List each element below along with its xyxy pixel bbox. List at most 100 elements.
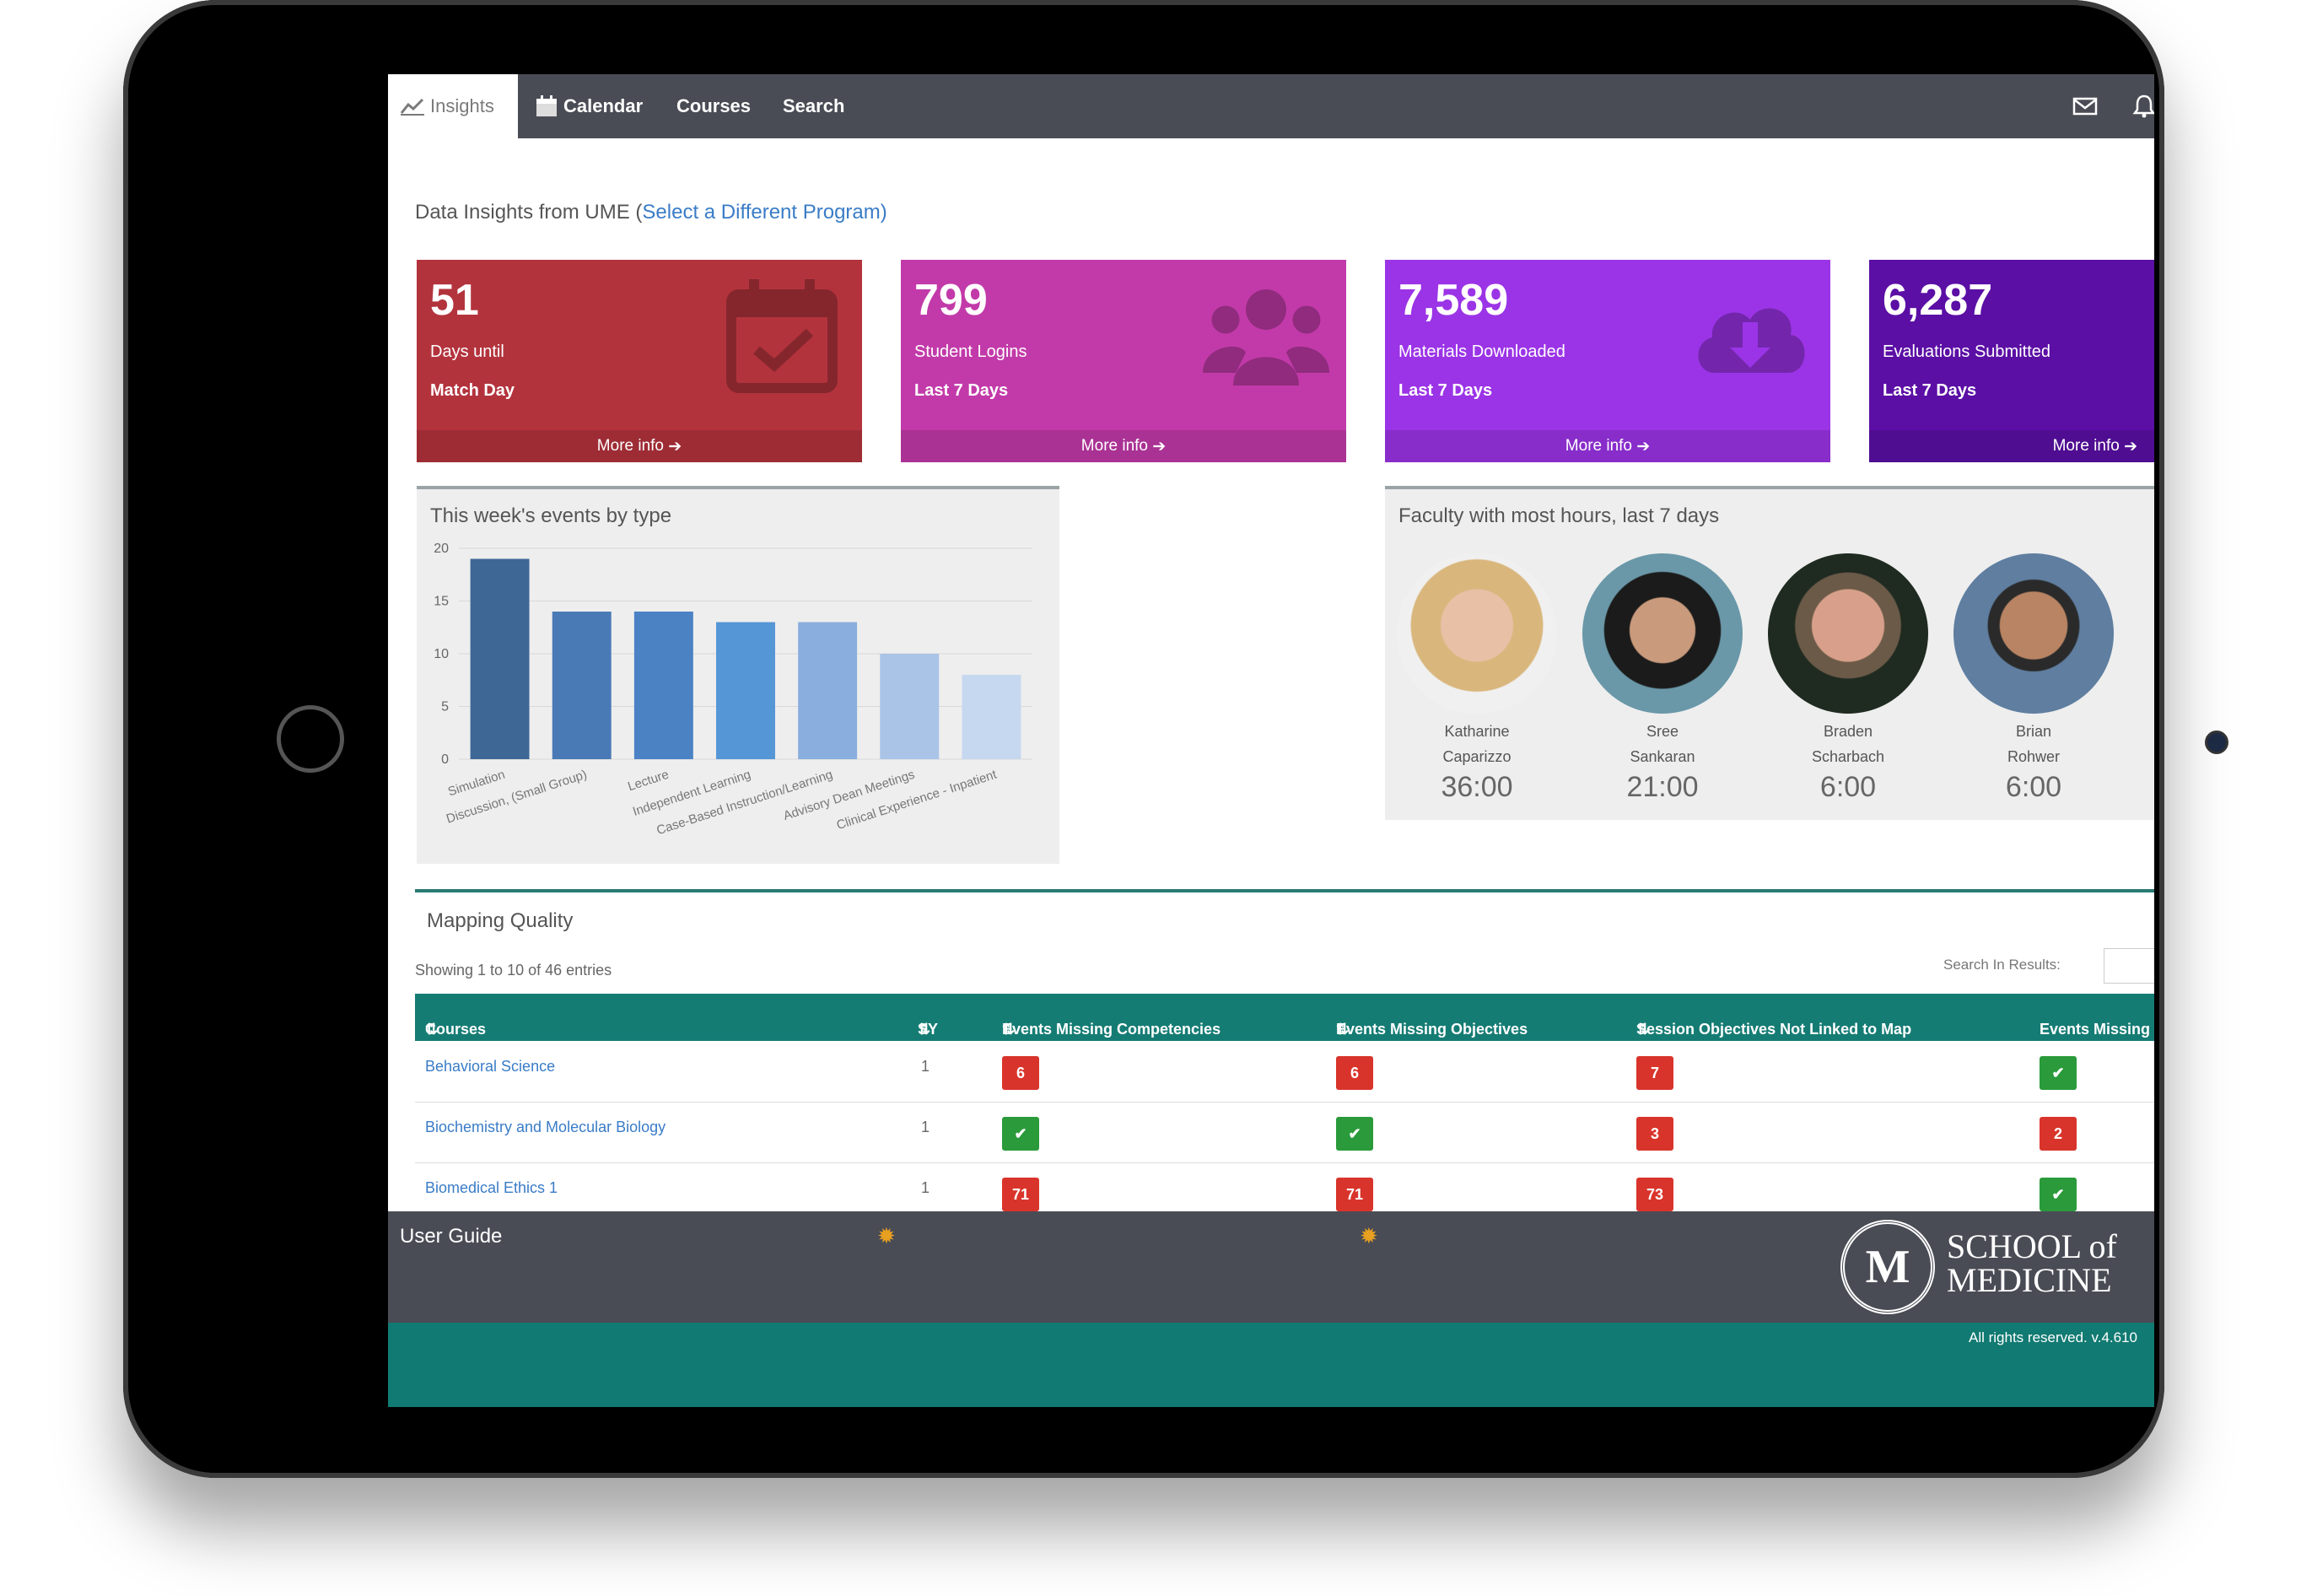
check-icon: ✔ [1002,1117,1039,1151]
avatar [1768,553,1928,714]
column-label: Events Missing [2040,1021,2151,1038]
stat-card-materials-downloaded: 7,589 Materials Downloaded Last 7 Days M… [1385,260,1830,462]
sort-icon: ⇅ [1336,1021,1350,1038]
course-link[interactable]: Biomedical Ethics 1 [425,1179,558,1196]
bar[interactable] [470,558,530,760]
faculty-last-name: Scharbach [1811,748,1885,765]
bar[interactable] [716,622,775,760]
faculty-first-name: Sree [1646,723,1679,740]
sort-icon: ⇅ [918,1021,931,1038]
more-info-link[interactable]: More info ➔ [1869,430,2154,462]
calendar-check-icon [726,279,838,393]
tablet-frame: Insights Calendar Courses Search Data In… [123,0,2228,1478]
school-seal-logo: M [1840,1220,1935,1314]
faculty-hours: 6:00 [2005,771,2062,803]
tab-calendar[interactable]: Calendar [535,74,643,138]
section-title: Mapping Quality [427,909,574,932]
more-info-link[interactable]: More info ➔ [1385,430,1830,462]
sort-icon: ⇅ [425,1021,439,1038]
more-info-label: More info [1080,437,1148,455]
faculty-hours: 6:00 [1819,771,1877,803]
stat-value: 6,287 [1883,276,1993,325]
check-icon: ✔ [2040,1178,2077,1211]
more-info-label: More info [2052,437,2120,455]
arrow-circle-right-icon: ➔ [1152,437,1167,456]
count-badge: 2 [2040,1117,2077,1151]
arrow-circle-right-icon: ➔ [2124,437,2137,456]
bar[interactable] [552,612,612,759]
tab-search[interactable]: Search [783,74,844,138]
mapping-quality-section: Mapping Quality Showing 1 to 10 of 46 en… [415,889,2154,1247]
faculty-card[interactable]: Braden Scharbach 6:00 [1768,553,1928,804]
arrow-circle-right-icon: ➔ [668,437,682,456]
avatar [1953,553,2114,714]
bar[interactable] [633,612,693,759]
y-tick-label: 5 [441,700,449,714]
course-link[interactable]: Biochemistry and Molecular Biology [425,1119,666,1135]
faculty-hours: 21:00 [1626,771,1699,803]
stat-card-evaluations-submitted: 6,287 Evaluations Submitted Last 7 Days … [1869,260,2154,462]
count-badge: 71 [1336,1178,1373,1211]
panel-title: This week's events by type [430,504,672,527]
bell-icon[interactable] [2131,93,2154,120]
count-badge: 7 [1636,1056,1673,1090]
sort-icon: ⇅ [1636,1021,1650,1038]
faculty-card[interactable]: Brian Rohwer 6:00 [1953,553,2114,804]
faculty-card[interactable]: Sree Sankaran 21:00 [1582,553,1743,804]
stat-label: Days until [430,342,504,361]
x-tick-label: Simulation [446,768,507,800]
bar[interactable] [798,622,858,760]
course-link[interactable]: Behavioral Science [425,1058,556,1075]
x-tick-label: Clinical Experience - Inpatient [835,767,1000,833]
column-label: Courses [425,1021,487,1038]
column-label: SY [918,1021,939,1038]
faculty-first-name: Brian [2015,723,2052,740]
y-tick-label: 10 [434,647,449,661]
tab-label: Search [783,95,845,116]
column-label: Events Missing Competencies [1002,1021,1221,1038]
stat-value: 7,589 [1398,276,1509,325]
x-tick-label: Discussion, (Small Group) [445,768,589,827]
count-badge: 71 [1002,1178,1039,1211]
avatar [1582,553,1743,714]
stat-sublabel: Last 7 Days [914,381,1009,400]
more-info-link[interactable]: More info ➔ [417,430,862,462]
stat-label: Materials Downloaded [1398,342,1565,361]
count-badge: 6 [1002,1056,1039,1090]
select-program-link[interactable]: Select a Different Program [642,201,881,224]
faculty-last-name: Sankaran [1630,748,1695,765]
tab-courses[interactable]: Courses [676,74,751,138]
stat-sublabel: Last 7 Days [1883,381,1977,400]
cloud-download-icon [1698,308,1805,373]
gear-icon: ✹ [877,1223,896,1248]
sy-value: 1 [921,1119,930,1135]
faculty-first-name: Katharine [1444,723,1510,740]
headline-suffix: ) [880,201,887,224]
tab-label: Courses [676,95,752,116]
school-name-line1: SCHOOL of [1947,1227,2117,1265]
entries-info: Showing 1 to 10 of 46 entries [415,962,612,979]
home-button[interactable] [277,705,344,773]
users-icon [1203,289,1329,386]
bar[interactable] [880,654,940,759]
sort-icon: ⇅ [1002,1021,1016,1038]
faculty-last-name: Caparizzo [1442,748,1512,765]
mail-icon[interactable] [2072,93,2099,120]
stat-card-match-day: 51 Days until Match Day More info ➔ [417,260,862,462]
y-tick-label: 0 [441,752,449,767]
gear-icon: ✹ [1360,1223,1378,1248]
tab-insights[interactable]: Insights [388,74,518,138]
footer-bar: All rights reserved. v.4.610 [388,1323,2154,1407]
search-results-input[interactable] [2104,948,2154,984]
bar[interactable] [962,675,1021,759]
calendar-icon [536,95,557,116]
page-headline: Data Insights from UME (Select a Differe… [415,201,887,224]
faculty-card[interactable]: Katharine Caparizzo 36:00 [1397,553,1557,804]
user-guide-link[interactable]: User Guide [400,1225,503,1248]
headline-text: Data Insights from UME ( [415,201,643,224]
faculty-hours-panel: Faculty with most hours, last 7 days Kat… [1385,486,2154,820]
y-tick-label: 20 [434,542,449,556]
panel-title: Faculty with most hours, last 7 days [1398,504,1720,527]
more-info-link[interactable]: More info ➔ [901,430,1346,462]
